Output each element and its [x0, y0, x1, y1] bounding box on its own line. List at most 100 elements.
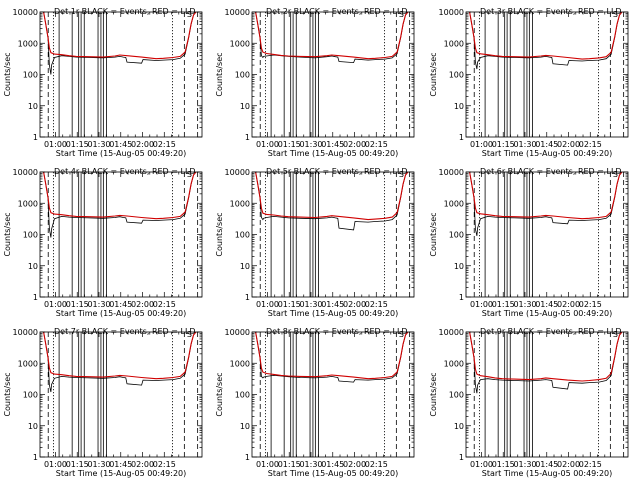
y-tick-label: 1000 [444, 39, 464, 48]
events-series-line [43, 332, 197, 393]
x-tick-label: 01:00 [44, 300, 67, 309]
y-axis-label: Counts/sec [3, 372, 12, 416]
y-tick-label: 100 [23, 71, 38, 80]
detector-panel-7: 1 10 100 1000 10000 01:0001:1501:3001:4502:00… [3, 327, 203, 478]
x-tick-label: 01:15 [278, 300, 301, 309]
events-series-line [469, 332, 623, 394]
y-axis-label: Counts/sec [3, 52, 12, 96]
x-tick-label: 01:45 [109, 300, 132, 309]
plot-area [469, 172, 625, 297]
y-tick-label: 1 [33, 293, 38, 302]
axis-frame [39, 331, 203, 458]
lld-series-line [469, 12, 623, 60]
x-tick-label: 02:15 [365, 300, 388, 309]
x-tick-label: 01:45 [535, 300, 558, 309]
y-axis-label: Counts/sec [215, 212, 224, 256]
x-tick-label: 02:15 [579, 140, 602, 149]
plot-area [255, 12, 411, 137]
y-tick-label: 1 [33, 453, 38, 462]
x-tick-label: 02:00 [131, 140, 154, 149]
lld-series-line [255, 12, 409, 60]
plot-area [43, 172, 199, 297]
y-axis-label: Counts/sec [429, 52, 438, 96]
lld-series-line [469, 332, 623, 382]
y-tick-label: 100 [23, 391, 38, 400]
y-tick-label: 1 [245, 133, 250, 142]
y-tick-label: 10000 [225, 328, 250, 337]
panel-annotation: S [399, 330, 404, 339]
y-tick-label: 10 [240, 102, 250, 111]
x-tick-label: 01:30 [513, 460, 536, 469]
y-tick-label: 1 [459, 293, 464, 302]
y-tick-label: 10000 [13, 168, 38, 177]
x-tick-label: 01:30 [87, 460, 110, 469]
y-tick-label: 10 [240, 422, 250, 431]
lld-series-line [255, 172, 409, 221]
x-tick-label: 01:30 [513, 300, 536, 309]
detector-panel-6: 1 10 100 1000 10000 01:0001:1501:3001:4502:00… [429, 167, 629, 318]
x-axis-label: Start Time (15-Aug-05 00:49:20) [482, 149, 613, 158]
panel-annotation: S [399, 170, 404, 179]
panel-title: Det 4r BLACK = Events, RED = LLD [54, 167, 196, 176]
y-tick-label: 100 [449, 71, 464, 80]
detector-panel-9: 1 10 100 1000 10000 01:0001:1501:3001:4502:00… [429, 327, 629, 478]
panel-title: Det 7r BLACK = Events, RED = LLD [54, 327, 196, 336]
panel-title: Det 5r BLACK = Events, RED = LLD [266, 167, 408, 176]
axis-frame [39, 171, 203, 298]
x-tick-label: 01:00 [44, 140, 67, 149]
x-tick-label: 01:45 [109, 140, 132, 149]
x-tick-label: 02:15 [579, 460, 602, 469]
x-tick-label: 02:00 [557, 140, 580, 149]
y-tick-label: 100 [235, 71, 250, 80]
lld-series-line [43, 332, 197, 380]
y-tick-label: 1000 [444, 199, 464, 208]
x-tick-label: 01:30 [87, 300, 110, 309]
x-axis-label: Start Time (15-Aug-05 00:49:20) [268, 469, 399, 478]
y-tick-label: 1000 [18, 39, 38, 48]
panel-title: Det 1r BLACK = Events, RED = LLD [54, 7, 196, 16]
y-tick-label: 10 [454, 262, 464, 271]
events-series-line [255, 332, 409, 383]
x-tick-label: 02:15 [365, 140, 388, 149]
y-axis-label: Counts/sec [215, 52, 224, 96]
x-tick-label: 01:15 [66, 460, 89, 469]
x-axis-label: Start Time (15-Aug-05 00:49:20) [482, 469, 613, 478]
lld-series-line [43, 172, 197, 220]
y-tick-label: 1 [245, 293, 250, 302]
x-tick-label: 01:00 [470, 140, 493, 149]
y-tick-label: 10 [28, 102, 38, 111]
y-tick-label: 1000 [18, 359, 38, 368]
x-tick-label: 02:00 [131, 460, 154, 469]
panel-title: Det 9r BLACK = Events, RED = LLD [480, 327, 622, 336]
panel-title: Det 6r BLACK = Events, RED = LLD [480, 167, 622, 176]
y-tick-label: 10000 [439, 168, 464, 177]
y-tick-label: 100 [449, 391, 464, 400]
panel-annotation: S [187, 170, 192, 179]
y-tick-label: 1000 [444, 359, 464, 368]
x-tick-label: 01:45 [535, 140, 558, 149]
plot-area [469, 332, 625, 457]
x-tick-label: 01:00 [470, 300, 493, 309]
events-series-line [255, 12, 409, 64]
y-tick-label: 1 [459, 133, 464, 142]
x-axis-label: Start Time (15-Aug-05 00:49:20) [56, 149, 187, 158]
x-tick-label: 02:15 [153, 300, 176, 309]
x-tick-label: 01:15 [492, 460, 515, 469]
panel-title: Det 8r BLACK = Events, RED = LLD [266, 327, 408, 336]
x-tick-label: 01:00 [470, 460, 493, 469]
x-tick-label: 02:00 [343, 460, 366, 469]
x-axis-label: Start Time (15-Aug-05 00:49:20) [268, 149, 399, 158]
y-tick-label: 10000 [439, 328, 464, 337]
panel-annotation: S [613, 10, 618, 19]
panel-annotation: S [613, 170, 618, 179]
y-tick-label: 1000 [230, 199, 250, 208]
detector-panel-1: 1 10 100 1000 10000 01:0001:1501:3001:4502:00… [3, 7, 203, 158]
y-tick-label: 10000 [13, 328, 38, 337]
axis-frame [251, 171, 415, 298]
y-tick-label: 100 [449, 231, 464, 240]
y-axis-label: Counts/sec [429, 212, 438, 256]
panel-annotation: S [187, 330, 192, 339]
lld-series-line [43, 12, 197, 60]
x-tick-label: 01:15 [278, 460, 301, 469]
